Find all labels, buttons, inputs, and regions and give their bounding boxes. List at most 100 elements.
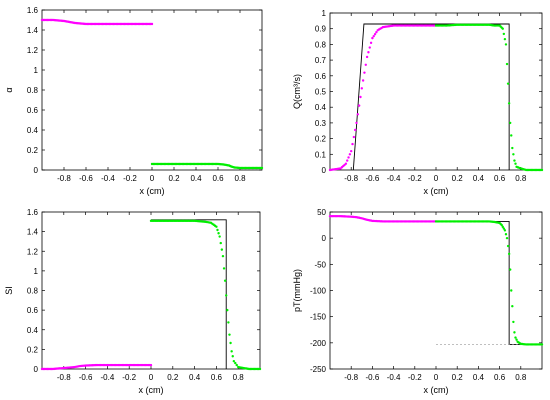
x-tick-label: 0.8 (515, 174, 527, 183)
y-tick-label: 0.9 (315, 25, 327, 34)
x-axis-label: x (cm) (140, 186, 165, 196)
data-point (222, 267, 226, 270)
y-tick-label: 0 (34, 166, 39, 175)
series-0 (40, 18, 154, 26)
data-point (540, 168, 544, 172)
data-point (351, 142, 354, 146)
y-tick-label: 0.4 (27, 326, 39, 335)
data-point (353, 128, 357, 132)
y-tick-label: -250 (310, 365, 327, 374)
y-tick-label: 0.4 (27, 126, 39, 135)
plot-frame (329, 12, 543, 171)
y-tick-label: -150 (310, 313, 327, 322)
data-point (515, 338, 518, 341)
y-tick-label: 1.6 (27, 208, 39, 217)
x-tick-label: -0.8 (57, 174, 71, 183)
y-tick-label: 1 (322, 9, 327, 18)
x-tick-label: 0.4 (473, 373, 485, 382)
y-tick-label: 1 (34, 267, 39, 276)
panel-si: -0.8 -0.6 -0.4 -0.2 0 0.2 0.4 0.6 0.8 0 0.2 0.4 0.6 0… (4, 208, 262, 395)
data-point (500, 223, 503, 227)
y-tick-label: 1.2 (27, 247, 39, 256)
data-point (371, 36, 374, 40)
x-tick-label: 0.2 (452, 174, 464, 183)
data-point (231, 355, 234, 358)
x-tick-label: 0.6 (494, 174, 506, 183)
x-tick-label: 0 (434, 174, 439, 183)
data-point (150, 22, 154, 26)
x-tick-label: 0.4 (473, 174, 485, 183)
y-tick-label: 1.6 (27, 6, 39, 15)
panel-flow-rate: -0.8 -0.6 -0.4 -0.2 0 0.2 0.4 0.6 0.8 0 0.1 0.2 0.3 0… (292, 9, 544, 196)
data-point (510, 134, 513, 137)
x-tick-label: 0.8 (233, 373, 245, 382)
data-point (504, 43, 508, 46)
data-point (359, 95, 362, 99)
data-point (504, 233, 508, 236)
data-point (361, 79, 365, 82)
y-tick-label: 0.6 (315, 72, 327, 81)
y-tick-label: 0.8 (27, 287, 39, 296)
panel-transmural-pressure: -0.8 -0.6 -0.4 -0.2 0 0.2 0.4 0.6 0.8 -250 -200 -15… (292, 208, 544, 395)
series-1 (150, 162, 264, 170)
data-point (229, 341, 232, 345)
x-tick-label: -0.6 (79, 373, 93, 382)
x-tick-label: -0.8 (344, 174, 358, 183)
y-tick-label: 0.2 (27, 345, 39, 354)
x-tick-label: -0.6 (79, 174, 93, 183)
x-tick-label: 0.4 (189, 373, 201, 382)
data-point (230, 350, 233, 353)
data-point (225, 294, 228, 297)
data-point (514, 162, 517, 165)
y-tick-label: 0.3 (315, 119, 327, 128)
y-tick-label: 0.1 (315, 150, 327, 159)
y-axis-label: SI (4, 286, 14, 295)
data-point (363, 71, 366, 74)
data-point (234, 361, 237, 365)
data-point (375, 31, 378, 34)
data-point (513, 159, 516, 162)
data-point (227, 321, 230, 324)
data-point (347, 156, 350, 159)
reference-line-0 (436, 220, 542, 345)
data-point (502, 227, 506, 230)
data-point (503, 229, 507, 232)
x-tick-label: 0 (149, 373, 154, 382)
x-tick-label: 0.4 (190, 174, 202, 183)
x-tick-label: -0.4 (101, 174, 115, 183)
data-point (215, 225, 218, 228)
y-tick-label: 0 (322, 166, 327, 175)
y-tick-label: 1.4 (27, 228, 39, 237)
data-point (219, 241, 222, 245)
data-point (260, 166, 264, 170)
y-tick-label: -50 (314, 260, 326, 269)
x-axis-label: x (cm) (424, 186, 449, 196)
x-tick-label: -0.4 (387, 373, 401, 382)
y-tick-label: 0.4 (315, 103, 327, 112)
x-axis-label: x (cm) (424, 385, 449, 395)
data-point (368, 46, 371, 49)
y-tick-label: 0.2 (27, 146, 39, 155)
data-point (360, 87, 363, 90)
y-tick-label: 0 (34, 365, 39, 374)
x-tick-label: 0.6 (212, 174, 224, 183)
y-tick-label: -100 (310, 287, 327, 296)
data-point (369, 41, 373, 45)
data-point (367, 51, 370, 54)
y-axis-label: Q(cm³/s) (292, 74, 302, 109)
x-tick-label: -0.2 (122, 373, 136, 382)
data-point (221, 254, 225, 258)
data-point (348, 153, 352, 156)
data-point (364, 63, 367, 67)
data-point (372, 34, 375, 38)
data-point (511, 305, 514, 308)
x-tick-label: 0 (150, 174, 155, 183)
data-point (505, 236, 509, 240)
plot-frame (41, 211, 261, 370)
y-axis-label: pT(mmHg) (292, 269, 302, 312)
data-point (149, 363, 153, 367)
data-point (513, 331, 516, 334)
data-point (501, 225, 504, 229)
data-point (228, 333, 231, 336)
